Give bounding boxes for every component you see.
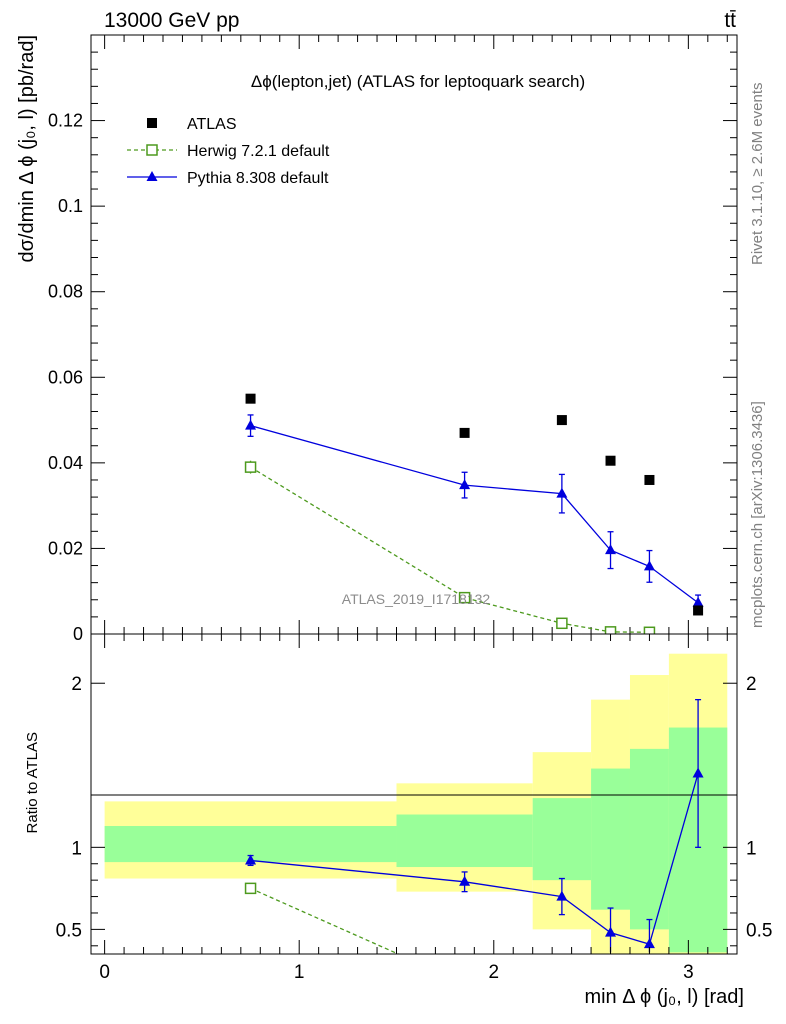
- ratio-pythia-point: [459, 875, 471, 886]
- top-ytick-label: 0.02: [48, 538, 83, 558]
- bottom-panel: 0.5 0.5 1 1 2 2 0 1 2 3 Ratio to ATLAS min Δ ϕ (…: [24, 633, 772, 1008]
- top-ytick-label: 0.06: [48, 367, 83, 387]
- herwig-point: [244, 461, 257, 473]
- header-left: 13000 GeV pp: [104, 9, 239, 32]
- green-band: [591, 768, 630, 910]
- bottom-ytick-label-left: 0.5: [56, 920, 82, 941]
- top-xticks: [104, 35, 728, 634]
- bottom-xtick-label: 3: [683, 962, 694, 983]
- pythia-line: [250, 425, 699, 604]
- bottom-ytick-label-left: 1: [71, 838, 82, 859]
- top-yticks: 0 0.02 0.04 0.06 0.08 0.1 0.12: [48, 34, 737, 644]
- ratio-bands: [104, 653, 728, 954]
- top-ytick-label: 0.08: [48, 282, 83, 302]
- legend-atlas-marker: [147, 118, 157, 128]
- pythia-point: [459, 479, 471, 490]
- ratio-pythia-point: [692, 767, 704, 778]
- ratio-pythia-point: [643, 938, 655, 949]
- green-band: [629, 748, 669, 930]
- top-ytick-label: 0.12: [48, 111, 83, 131]
- top-series: [244, 393, 704, 634]
- ratio-herwig-point: [460, 979, 470, 989]
- atlas-point: [644, 474, 655, 485]
- pythia-point: [556, 487, 568, 498]
- side-rivet-label: Rivet 3.1.10, ≥ 2.6M events: [749, 83, 766, 266]
- bottom-y-axis-label: Ratio to ATLAS: [24, 732, 41, 833]
- pythia-point: [692, 596, 704, 607]
- bottom-xticks: 0 1 2 3: [99, 634, 728, 983]
- atlas-point: [605, 455, 616, 466]
- bottom-xtick-label: 2: [488, 962, 499, 983]
- top-y-axis-label: dσ/dmin Δ ϕ (j₀, l) [pb/rad]: [16, 35, 38, 263]
- herwig-point: [556, 617, 568, 630]
- herwig-point: [643, 626, 656, 634]
- legend-herwig-marker: [146, 144, 158, 156]
- ratio-pythia-line: [250, 773, 699, 945]
- bottom-frame: [90, 633, 738, 955]
- top-title: Δϕ(lepton,jet) (ATLAS for leptoquark sea…: [251, 72, 585, 91]
- ratio-herwig-point: [244, 882, 257, 895]
- atlas-point: [245, 393, 256, 404]
- pythia-point: [245, 419, 257, 430]
- pythia-point: [643, 560, 655, 571]
- herwig-line: [250, 466, 650, 633]
- legend-herwig-label: Herwig 7.2.1 default: [187, 143, 330, 160]
- bottom-ytick-label-right: 2: [746, 674, 757, 695]
- top-panel: Δϕ(lepton,jet) (ATLAS for leptoquark sea…: [16, 34, 738, 644]
- x-axis-label: min Δ ϕ (j₀, l) [rad]: [584, 986, 744, 1008]
- pythia-point: [605, 544, 617, 555]
- herwig-point: [458, 591, 471, 604]
- legend-atlas-label: ATLAS: [187, 116, 237, 133]
- header-right: tt̄: [724, 9, 736, 32]
- ratio-pythia-point: [245, 854, 257, 865]
- ratio-pythia-point: [556, 890, 568, 901]
- bottom-ytick-label-right: 0.5: [746, 920, 772, 941]
- bottom-series: [244, 698, 704, 989]
- bottom-yticks: 0.5 0.5 1 1 2 2: [56, 674, 772, 947]
- atlas-point: [459, 427, 470, 438]
- top-ytick-label: 0.1: [58, 196, 83, 216]
- bottom-xtick-label: 0: [99, 962, 110, 983]
- herwig-point: [604, 626, 617, 634]
- legend-pythia-marker: [146, 171, 158, 181]
- top-ytick-label: 0: [73, 624, 83, 644]
- side-mcplots-label: mcplots.cern.ch [arXiv:1306.3436]: [749, 401, 766, 628]
- watermark: ATLAS_2019_I1718132: [342, 591, 491, 607]
- ratio-herwig-line: [250, 887, 400, 954]
- bottom-ytick-label-right: 1: [746, 838, 757, 859]
- legend: ATLAS Herwig 7.2.1 default Pythia 8.308 …: [127, 116, 330, 187]
- bottom-xtick-label: 1: [294, 962, 305, 983]
- atlas-point: [556, 415, 567, 426]
- green-band: [532, 798, 592, 881]
- ratio-pythia-point: [605, 926, 617, 937]
- legend-pythia-label: Pythia 8.308 default: [187, 170, 329, 187]
- atlas-point: [693, 605, 704, 616]
- bottom-ytick-label-left: 2: [71, 674, 82, 695]
- top-ytick-label: 0.04: [48, 453, 83, 473]
- green-band: [396, 814, 533, 868]
